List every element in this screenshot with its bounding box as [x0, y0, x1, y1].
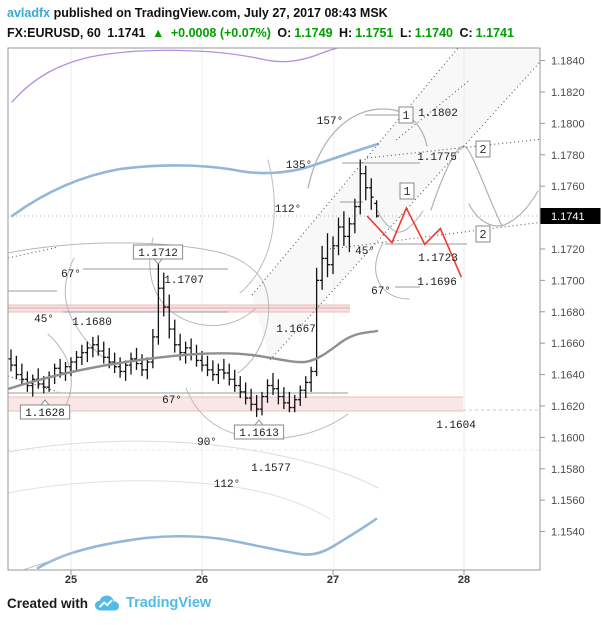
gann-angle-label: 112° [214, 479, 240, 491]
x-axis-label: 28 [458, 574, 470, 586]
callout-price-label: 1.1613 [239, 428, 279, 440]
price-level-label: 1.1802 [418, 108, 458, 120]
gann-dotted-line [366, 138, 540, 159]
gann-arc-c-67 [375, 242, 410, 300]
wave-marker-box[interactable] [399, 182, 415, 200]
last-price-badge-label: 1.1741 [551, 211, 585, 223]
gann-angle-label: 45° [34, 314, 54, 326]
x-axis-label: 27 [327, 574, 339, 586]
gann-angle-label: 67° [162, 395, 182, 407]
high-label: H: [339, 26, 353, 40]
last-price-badge [540, 208, 601, 224]
callout-pointer [39, 399, 51, 406]
gann-arc-left-vertical [64, 257, 105, 359]
gann-dotted-line [8, 246, 59, 259]
callout-price-label: 1.1628 [25, 408, 65, 420]
gann-arc-u-right [468, 190, 539, 227]
wave-marker-box[interactable] [398, 106, 414, 124]
y-axis-label: 1.1660 [551, 338, 585, 350]
gann-arc-u-small [376, 209, 424, 233]
gann-angle-label: 67° [61, 269, 81, 281]
price-level-label: 1.1707 [164, 275, 204, 287]
envelope-upper-purple [11, 48, 340, 103]
y-axis-label: 1.1540 [551, 527, 585, 539]
y-axis-label: 1.1600 [551, 432, 585, 444]
callout-pointer [253, 419, 265, 426]
wave-marker-box[interactable] [475, 225, 491, 243]
price-level-label: 1.1775 [417, 152, 457, 164]
y-axis-label: 1.1620 [551, 401, 585, 413]
gann-angle-label: 90° [197, 437, 217, 449]
byline-text: published on TradingView.com, July 27, 2… [50, 6, 388, 20]
gann-dotted-line [251, 48, 459, 296]
gann-arc-dome-157 [307, 108, 428, 189]
y-axis-label: 1.1560 [551, 495, 585, 507]
plot-area[interactable] [8, 45, 543, 573]
gann-arc-faint-2 [8, 480, 331, 520]
x-axis-label: 25 [65, 574, 77, 586]
callout-price-label: 1.1712 [138, 248, 178, 260]
last-price: 1.1741 [107, 26, 146, 40]
envelope-lower-blue [36, 517, 378, 570]
price-change: +0.0008 (+0.07%) [170, 26, 271, 40]
gann-angle-label: 45° [355, 246, 375, 258]
y-axis-label: 1.1840 [551, 56, 585, 68]
y-axis-label: 1.1820 [551, 87, 585, 99]
callout-pointer [152, 258, 164, 265]
y-axis-label: 1.1640 [551, 370, 585, 382]
wave-marker-label: 2 [479, 228, 486, 242]
open-value: 1.1749 [294, 26, 333, 40]
price-level-label: 1.1723 [418, 253, 458, 265]
tradingview-cloud-icon[interactable] [94, 594, 120, 612]
gann-angle-label: 67° [371, 286, 391, 298]
gann-arc-faint-1 [8, 440, 379, 489]
envelope-upper-blue [10, 142, 380, 218]
low-label: L: [399, 26, 412, 40]
moving-average [8, 329, 379, 391]
channel-shade [252, 48, 540, 360]
y-axis-label: 1.1780 [551, 150, 585, 162]
wave-marker-label: 1 [402, 109, 409, 123]
gann-arc-left-dome [8, 242, 270, 374]
byline: avladfx published on TradingView.com, Ju… [7, 3, 517, 23]
y-axis-label: 1.1720 [551, 244, 585, 256]
quote-line: FX:EURUSD, 60 1.1741 ▲ +0.0008 (+0.07%) … [7, 23, 517, 43]
symbol-label: FX:EURUSD, 60 [7, 26, 101, 40]
close-value: 1.1741 [475, 26, 514, 40]
wave-marker-label: 2 [479, 143, 486, 157]
high-value: 1.1751 [355, 26, 394, 40]
x-axis-label: 26 [196, 574, 208, 586]
red-zigzag-projection [366, 206, 463, 278]
y-axis-label: 1.1680 [551, 307, 585, 319]
gann-angle-label: 157° [317, 116, 343, 128]
gann-angle-label: 112° [275, 204, 301, 216]
footer: Created with TradingView [7, 594, 211, 612]
gann-angle-label: 135° [286, 160, 312, 172]
chart-header: avladfx published on TradingView.com, Ju… [7, 3, 517, 43]
price-level-label: 1.1696 [417, 277, 457, 289]
wave-marker-label: 1 [403, 185, 410, 199]
price-level-label: 1.1604 [436, 420, 476, 432]
price-level-label: 1.1680 [72, 317, 112, 329]
plot-frame [7, 47, 541, 571]
open-label: O: [277, 26, 292, 40]
y-axis-label: 1.1760 [551, 181, 585, 193]
tradingview-link[interactable]: TradingView [126, 595, 212, 611]
author-link[interactable]: avladfx [7, 6, 51, 20]
support-zone-1.1628-1.1613 [8, 397, 463, 411]
up-arrow-icon: ▲ [151, 26, 165, 40]
y-axis-label: 1.1700 [551, 275, 585, 287]
gann-arc-left-inner [239, 159, 275, 294]
low-value: 1.1740 [414, 26, 453, 40]
y-axis-label: 1.1800 [551, 118, 585, 130]
created-with-label: Created with [7, 595, 89, 611]
y-axis-label: 1.1580 [551, 464, 585, 476]
price-level-label: 1.1577 [251, 463, 291, 475]
wave-marker-box[interactable] [475, 140, 491, 158]
price-level-label: 1.1667 [276, 324, 316, 336]
close-label: C: [459, 26, 473, 40]
